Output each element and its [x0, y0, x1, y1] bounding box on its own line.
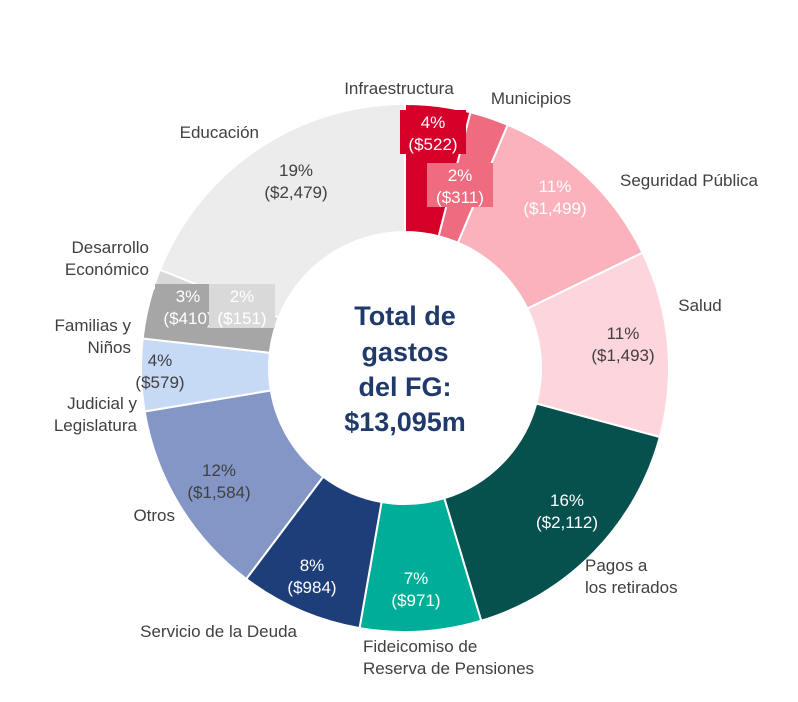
center-label-line-1: Total de [354, 301, 456, 331]
amount-label-2: ($1,499) [523, 199, 586, 218]
category-label-1-line-0: Municipios [491, 89, 571, 108]
value-label-box-10 [209, 284, 275, 328]
center-label-line-4: $13,095m [344, 407, 466, 437]
pct-label-10: 2% [230, 287, 255, 306]
category-label-7-line-0: Otros [133, 506, 175, 525]
pct-label-5: 7% [404, 569, 429, 588]
pct-label-8: 4% [148, 351, 173, 370]
category-label-4-line-1: los retirados [585, 578, 678, 597]
center-label-line-3: del FG: [359, 372, 452, 402]
category-label-2-line-0: Seguridad Pública [620, 171, 759, 190]
category-label-3-line-0: Salud [678, 296, 721, 315]
amount-label-6: ($984) [287, 578, 336, 597]
amount-label-7: ($1,584) [187, 483, 250, 502]
amount-label-1: ($311) [436, 188, 484, 207]
amount-label-9: ($410) [163, 309, 212, 328]
center-label-line-2: gastos [361, 337, 448, 367]
category-label-9-line-1: Niños [88, 338, 131, 357]
amount-label-5: ($971) [391, 591, 440, 610]
value-label-box-1 [427, 163, 493, 207]
category-labels-layer: Infraestructura Municipios Seguridad Públi… [54, 79, 759, 678]
value-labels-layer: 4% ($522) 2% ($311) 11% ($1,499) 11% ($1,493) 16… [135, 110, 655, 610]
donut-hole [270, 233, 540, 503]
category-label-5-line-0: Fideicomiso de [363, 637, 477, 656]
slice-4 [443, 402, 662, 623]
pct-label-9: 3% [176, 287, 201, 306]
pct-label-4: 16% [550, 491, 584, 510]
category-label-0-line-0: Infraestructura [344, 79, 454, 98]
category-label-5-line-1: Reserva de Pensiones [363, 659, 534, 678]
category-label-11-line-0: Educación [180, 123, 259, 142]
amount-label-3: ($1,493) [591, 346, 654, 365]
pct-label-11: 19% [279, 161, 313, 180]
category-label-4-line-0: Pagos a [585, 556, 648, 575]
amount-label-11: ($2,479) [264, 183, 327, 202]
category-label-6-line-0: Servicio de la Deuda [140, 622, 297, 641]
category-label-10-line-1: Económico [65, 260, 149, 279]
pct-label-2: 11% [539, 177, 572, 196]
amount-label-0: ($522) [408, 135, 457, 154]
center-label: Total de gastos del FG: $13,095m [344, 301, 466, 437]
slices-layer [140, 102, 670, 633]
pct-label-7: 12% [202, 461, 236, 480]
amount-label-4: ($2,112) [536, 513, 598, 532]
category-label-8-line-0: Judicial y [67, 394, 137, 413]
category-label-8-line-1: Legislatura [54, 416, 138, 435]
slice-11 [158, 102, 406, 319]
pct-label-3: 11% [607, 324, 640, 343]
pct-label-1: 2% [448, 166, 473, 185]
category-label-9-line-0: Familias y [54, 316, 131, 335]
value-label-box-0 [400, 110, 466, 154]
amount-label-10: ($151) [217, 309, 266, 328]
category-label-10-line-0: Desarrollo [72, 238, 149, 257]
pct-label-0: 4% [421, 113, 446, 132]
pct-label-6: 8% [300, 556, 325, 575]
amount-label-8: ($579) [135, 373, 184, 392]
